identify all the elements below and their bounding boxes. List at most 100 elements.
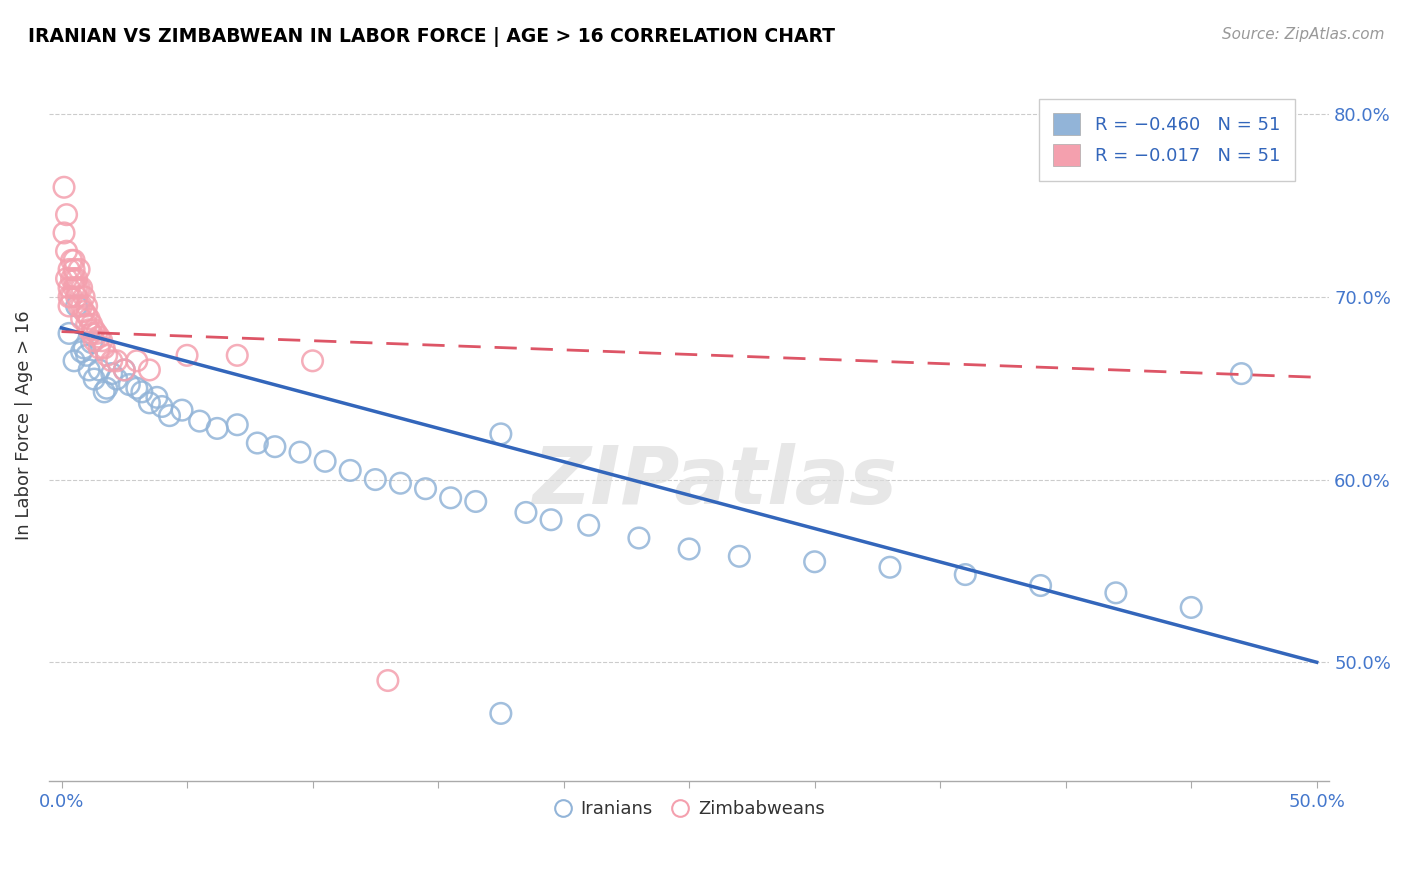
Point bbox=[515, 505, 537, 519]
Point bbox=[53, 180, 76, 194]
Point bbox=[96, 381, 118, 395]
Point bbox=[89, 341, 111, 355]
Point bbox=[58, 262, 80, 277]
Point bbox=[301, 354, 323, 368]
Point bbox=[83, 323, 105, 337]
Point bbox=[80, 326, 103, 341]
Point bbox=[58, 281, 80, 295]
Point bbox=[226, 417, 249, 432]
Point bbox=[125, 354, 148, 368]
Point bbox=[159, 409, 181, 423]
Point bbox=[489, 426, 512, 441]
Point bbox=[246, 436, 269, 450]
Point bbox=[377, 673, 399, 688]
Point bbox=[678, 541, 700, 556]
Point bbox=[67, 299, 90, 313]
Point bbox=[65, 299, 87, 313]
Point bbox=[489, 706, 512, 721]
Point bbox=[803, 555, 825, 569]
Point bbox=[578, 518, 600, 533]
Point bbox=[339, 463, 361, 477]
Point bbox=[77, 363, 100, 377]
Point bbox=[63, 262, 86, 277]
Point bbox=[288, 445, 311, 459]
Point bbox=[627, 531, 650, 545]
Text: Source: ZipAtlas.com: Source: ZipAtlas.com bbox=[1222, 27, 1385, 42]
Point bbox=[60, 271, 83, 285]
Point bbox=[73, 304, 96, 318]
Point bbox=[879, 560, 901, 574]
Point bbox=[70, 281, 93, 295]
Point bbox=[65, 290, 87, 304]
Legend: Iranians, Zimbabweans: Iranians, Zimbabweans bbox=[547, 793, 832, 825]
Point bbox=[118, 377, 141, 392]
Point bbox=[1230, 367, 1253, 381]
Point bbox=[131, 384, 153, 399]
Point bbox=[67, 262, 90, 277]
Point bbox=[1180, 600, 1202, 615]
Point bbox=[58, 299, 80, 313]
Point bbox=[65, 281, 87, 295]
Point bbox=[314, 454, 336, 468]
Text: IRANIAN VS ZIMBABWEAN IN LABOR FORCE | AGE > 16 CORRELATION CHART: IRANIAN VS ZIMBABWEAN IN LABOR FORCE | A… bbox=[28, 27, 835, 46]
Point bbox=[83, 334, 105, 348]
Point bbox=[205, 421, 228, 435]
Point bbox=[955, 567, 977, 582]
Point bbox=[53, 226, 76, 240]
Point bbox=[77, 311, 100, 326]
Point bbox=[170, 403, 193, 417]
Point bbox=[440, 491, 463, 505]
Point bbox=[112, 363, 135, 377]
Point bbox=[105, 372, 128, 386]
Point bbox=[105, 354, 128, 368]
Point bbox=[364, 473, 387, 487]
Point bbox=[96, 348, 118, 362]
Point bbox=[76, 318, 98, 332]
Point bbox=[86, 326, 108, 341]
Point bbox=[63, 354, 86, 368]
Point bbox=[83, 372, 105, 386]
Point bbox=[55, 271, 77, 285]
Point bbox=[80, 335, 103, 350]
Point bbox=[728, 549, 751, 564]
Point bbox=[58, 290, 80, 304]
Point bbox=[63, 281, 86, 295]
Point bbox=[226, 348, 249, 362]
Point bbox=[540, 513, 562, 527]
Point bbox=[89, 363, 111, 377]
Point bbox=[1105, 586, 1128, 600]
Point bbox=[89, 330, 111, 344]
Point bbox=[73, 341, 96, 355]
Point bbox=[63, 271, 86, 285]
Point bbox=[93, 341, 115, 355]
Point bbox=[63, 253, 86, 268]
Point bbox=[60, 253, 83, 268]
Y-axis label: In Labor Force | Age > 16: In Labor Force | Age > 16 bbox=[15, 310, 32, 540]
Point bbox=[1029, 578, 1052, 592]
Point bbox=[58, 326, 80, 341]
Point bbox=[70, 299, 93, 313]
Point bbox=[100, 367, 122, 381]
Point bbox=[100, 354, 122, 368]
Point bbox=[76, 299, 98, 313]
Point bbox=[146, 390, 169, 404]
Point bbox=[60, 290, 83, 304]
Point bbox=[138, 363, 160, 377]
Point bbox=[55, 244, 77, 259]
Point bbox=[76, 308, 98, 322]
Point bbox=[389, 476, 412, 491]
Point bbox=[65, 271, 87, 285]
Point bbox=[70, 344, 93, 359]
Text: ZIPatlas: ZIPatlas bbox=[533, 442, 897, 521]
Point bbox=[70, 311, 93, 326]
Point bbox=[150, 400, 173, 414]
Point bbox=[77, 323, 100, 337]
Point bbox=[73, 290, 96, 304]
Point bbox=[76, 348, 98, 362]
Point bbox=[464, 494, 486, 508]
Point bbox=[90, 334, 112, 348]
Point bbox=[415, 482, 437, 496]
Point bbox=[80, 318, 103, 332]
Point bbox=[93, 384, 115, 399]
Point bbox=[188, 414, 211, 428]
